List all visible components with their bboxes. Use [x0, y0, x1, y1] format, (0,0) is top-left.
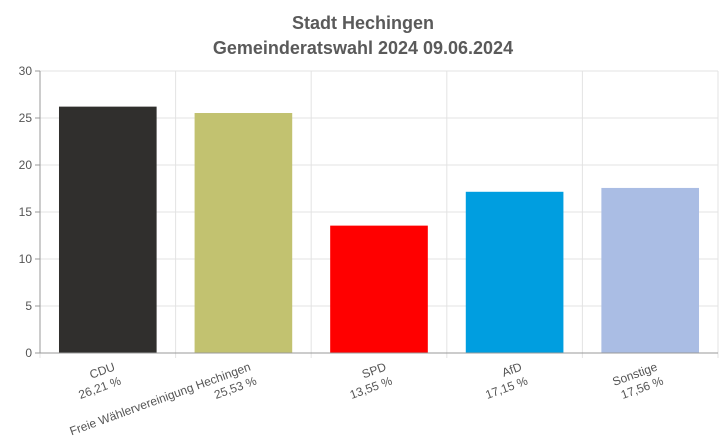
bars: [58, 106, 700, 353]
y-tick-label: 0: [25, 346, 32, 360]
y-tick-label: 20: [19, 158, 33, 172]
bar: [330, 225, 428, 353]
bar: [194, 113, 293, 353]
y-tick-label: 5: [25, 299, 32, 313]
y-axis-ticks: 0 5 10 15 20 25 30: [19, 64, 40, 360]
y-tick-label: 15: [19, 205, 33, 219]
chart-title-line-1: Stadt Hechingen: [292, 13, 434, 33]
bar: [58, 106, 157, 353]
chart-title-line-2: Gemeinderatswahl 2024 09.06.2024: [213, 38, 513, 58]
y-tick-label: 10: [19, 252, 33, 266]
axes: [39, 71, 718, 354]
bar: [601, 187, 700, 353]
y-tick-label: 30: [19, 64, 33, 78]
bar: [465, 191, 564, 353]
y-tick-label: 25: [19, 111, 33, 125]
x-category-label: AfD: [500, 360, 524, 380]
